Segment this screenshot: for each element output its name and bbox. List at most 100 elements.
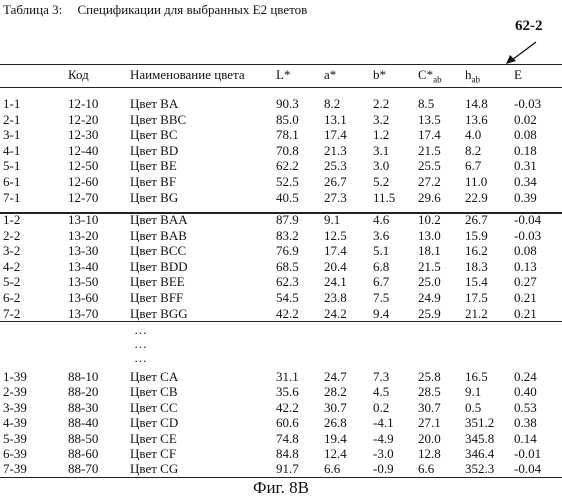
table-cell: 6-39 [3,447,27,461]
table-cell: 10.2 [418,213,441,227]
caption-title: Спецификации для выбранных E2 цветов [77,2,307,17]
table-cell: 21.5 [418,144,441,158]
table-cell: 6.7 [465,159,481,173]
table-cell: Цвет BFF [130,291,183,305]
table-cell: 88-30 [68,401,98,415]
header-cell: C*ab [418,67,442,85]
table-cell: 85.0 [276,113,299,127]
table-row: 1-3988-10Цвет CA31.124.77.325.816.50.24 [0,370,562,384]
table-row: 1-112-10Цвет BA90.38.22.28.514.8-0.03 [0,97,562,111]
table-row: 6-3988-60Цвет CF84.812.4-3.012.8346.4-0.… [0,447,562,461]
table-row: 7-213-70Цвет BGG42.224.29.425.921.20.21 [0,307,562,321]
table-cell: 24.1 [324,275,347,289]
table-cell: 6.7 [373,275,389,289]
table-cell: -0.01 [514,447,541,461]
table-cell: Цвет BCC [130,244,186,258]
table-cell: 6-2 [3,291,20,305]
table-cell: 7-39 [3,462,27,476]
table-cell: 5-39 [3,432,27,446]
table-row: 7-3988-70Цвет CG91.76.6-0.96.6352.3-0.04 [0,462,562,476]
table-cell: 1-1 [3,97,20,111]
table-cell: -0.9 [373,462,394,476]
table-cell: 12.4 [324,447,347,461]
table-cell: 13-70 [68,307,98,321]
table-cell: 88-70 [68,462,98,476]
table-cell: Цвет BF [130,175,176,189]
table-cell: 0.40 [514,385,537,399]
table-cell: 84.8 [276,447,299,461]
table-cell: 12-30 [68,128,98,142]
table-row: 5-213-50Цвет BEE62.324.16.725.015.40.27 [0,275,562,289]
table-cell: Цвет BBC [130,113,186,127]
table-cell: 5-2 [3,275,20,289]
table-cell: 0.5 [465,401,481,415]
table-cell: 11.5 [373,191,395,205]
table-cell: 1-39 [3,370,27,384]
table-cell: 12.5 [324,229,347,243]
table-cell: 0.21 [514,291,537,305]
table-cell: Цвет CC [130,401,178,415]
table-cell: 20.4 [324,260,347,274]
table-cell: 9.1 [465,385,481,399]
table-caption: Таблица 3: Спецификации для выбранных E2… [3,2,307,18]
table-row: 2-3988-20Цвет CB35.628.24.528.59.10.40 [0,385,562,399]
table-cell: 13-10 [68,213,98,227]
table-row: 3-112-30Цвет BC78.117.41.217.44.00.08 [0,128,562,142]
table-cell: 78.1 [276,128,299,142]
table-cell: 12.8 [418,447,441,461]
table-cell: 68.5 [276,260,299,274]
table-row: 1-213-10Цвет BAA87.99.14.610.226.7-0.04 [0,213,562,227]
table-row: 6-213-60Цвет BFF54.523.87.524.917.50.21 [0,291,562,305]
table-row: 7-112-70Цвет BG40.527.311.529.622.90.39 [0,191,562,205]
table-cell: -0.04 [514,462,541,476]
table-cell: 0.21 [514,307,537,321]
table-cell: 25.0 [418,275,441,289]
table-cell: 345.8 [465,432,494,446]
table-cell: 4-39 [3,416,27,430]
header-cell: hab [465,67,480,85]
table-cell: 9.1 [324,213,340,227]
table-cell: 8.2 [324,97,340,111]
table-cell: 12-10 [68,97,98,111]
table-cell: 25.9 [418,307,441,321]
table-cell: 26.8 [324,416,347,430]
table-cell: 17.4 [324,244,347,258]
table-cell: 29.6 [418,191,441,205]
table-row: 5-3988-50Цвет CE74.819.4-4.920.0345.80.1… [0,432,562,446]
table-cell: 91.7 [276,462,299,476]
table-cell: 54.5 [276,291,299,305]
table-cell: 4-1 [3,144,20,158]
table-cell: 30.7 [324,401,347,415]
table-cell: 0.53 [514,401,537,415]
table-cell: 0.2 [373,401,389,415]
table-row: 3-213-30Цвет BCC76.917.45.118.116.20.08 [0,244,562,258]
table-cell: Цвет CE [130,432,177,446]
table-cell: 70.8 [276,144,299,158]
table-cell: 30.7 [418,401,441,415]
table-cell: 3-39 [3,401,27,415]
table-row: 4-112-40Цвет BD70.821.33.121.58.20.18 [0,144,562,158]
table-row: 6-112-60Цвет BF52.526.75.227.211.00.34 [0,175,562,189]
table-cell: 2-1 [3,113,20,127]
table-cell: 31.1 [276,370,299,384]
table-cell: 2-2 [3,229,20,243]
table-cell: 74.8 [276,432,299,446]
table-cell: 351.2 [465,416,494,430]
table-cell: 5.2 [373,175,389,189]
header-cell: Код [68,67,89,83]
table-cell: 3.2 [373,113,389,127]
table-cell: 42.2 [276,401,299,415]
table-cell: 0.13 [514,260,537,274]
table-cell: 27.2 [418,175,441,189]
table-cell: 7.5 [373,291,389,305]
table-cell: Цвет BE [130,159,177,173]
table-cell: 14.8 [465,97,488,111]
table-cell: 0.31 [514,159,537,173]
table-cell: Цвет BAB [130,229,187,243]
table-cell: 13.1 [324,113,347,127]
table-cell: 3.0 [373,159,389,173]
table-cell: Цвет BD [130,144,178,158]
table-cell: Цвет BEE [130,275,185,289]
table-cell: 24.7 [324,370,347,384]
table-cell: 3.1 [373,144,389,158]
